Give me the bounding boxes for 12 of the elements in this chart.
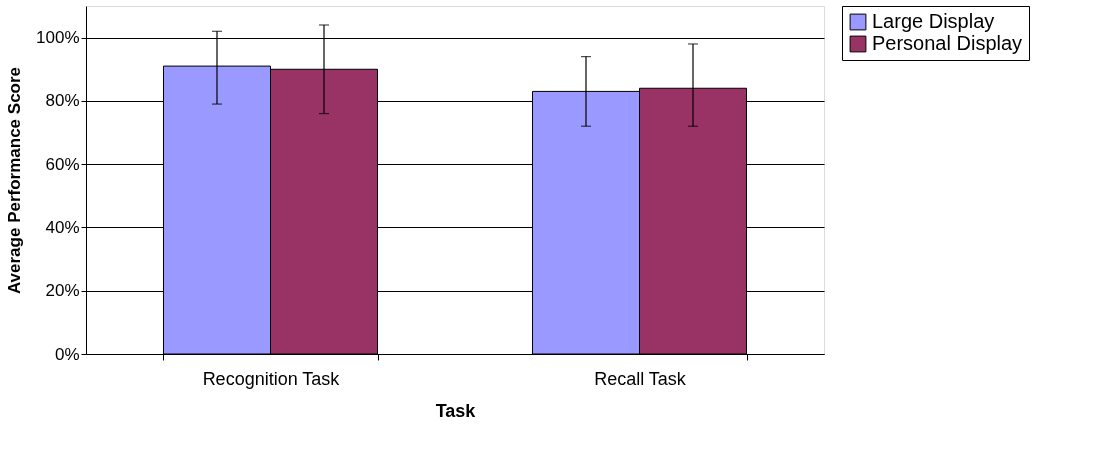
y-tick-label: 40% — [45, 217, 80, 237]
y-tick-label: 80% — [45, 91, 80, 111]
y-axis-title: Average Performance Score — [5, 66, 25, 295]
x-tick-label: Recall Task — [594, 368, 687, 389]
x-axis-title: Task — [435, 400, 477, 421]
legend-label: Large Display — [872, 10, 995, 32]
y-tick-label: 0% — [54, 344, 80, 364]
legend-label: Personal Display — [872, 32, 1023, 54]
x-tick-label: Recognition Task — [202, 368, 341, 389]
y-tick-label: 20% — [45, 281, 80, 301]
y-tick-label: 100% — [36, 28, 80, 48]
y-tick-label: 60% — [45, 154, 80, 174]
